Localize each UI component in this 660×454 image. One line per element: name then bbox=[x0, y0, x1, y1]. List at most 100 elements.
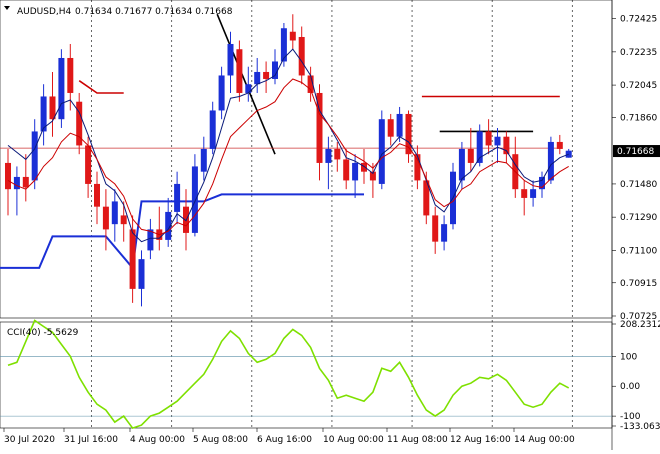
candle-body bbox=[263, 71, 270, 79]
candle[interactable] bbox=[209, 101, 216, 155]
candle[interactable] bbox=[521, 180, 528, 216]
resistance-line bbox=[78, 80, 124, 94]
candle-body bbox=[289, 31, 296, 41]
candle-body bbox=[352, 162, 359, 181]
candle[interactable] bbox=[40, 84, 47, 146]
candle[interactable] bbox=[102, 189, 109, 251]
candle[interactable] bbox=[387, 113, 394, 146]
candle[interactable] bbox=[129, 215, 136, 303]
time-tick-label: 30 Jul 2020 bbox=[4, 435, 55, 445]
candle-body bbox=[361, 162, 367, 172]
trend-line bbox=[216, 13, 276, 155]
candle[interactable] bbox=[539, 171, 545, 198]
candle-body bbox=[396, 113, 403, 137]
candle[interactable] bbox=[236, 40, 243, 102]
time-tick-label: 31 Jul 16:00 bbox=[64, 435, 118, 445]
candle[interactable] bbox=[58, 49, 65, 128]
candle-body bbox=[494, 136, 501, 146]
candle[interactable] bbox=[289, 14, 296, 50]
candle-body bbox=[245, 84, 252, 93]
candle[interactable] bbox=[307, 66, 314, 102]
candle[interactable] bbox=[263, 61, 270, 93]
candle-body bbox=[120, 215, 127, 225]
candles[interactable] bbox=[5, 14, 572, 307]
candle[interactable] bbox=[67, 43, 74, 111]
candle[interactable] bbox=[334, 141, 341, 172]
candle[interactable] bbox=[298, 26, 305, 85]
cci-tick-label: 0.00 bbox=[620, 382, 640, 392]
candle[interactable] bbox=[378, 110, 385, 190]
candle[interactable] bbox=[5, 148, 11, 216]
candle[interactable] bbox=[396, 106, 403, 142]
price-tick-label: 0.71860 bbox=[620, 113, 657, 123]
candle[interactable] bbox=[165, 197, 172, 247]
candle[interactable] bbox=[22, 154, 29, 202]
candle-body bbox=[174, 183, 181, 212]
candle[interactable] bbox=[405, 110, 412, 163]
candle[interactable] bbox=[191, 154, 198, 237]
candle[interactable] bbox=[316, 84, 323, 181]
cci-line bbox=[7, 319, 570, 430]
candle[interactable] bbox=[111, 189, 118, 242]
candle-body bbox=[129, 229, 136, 289]
candle[interactable] bbox=[254, 57, 261, 93]
moving-averages bbox=[7, 48, 569, 243]
candle[interactable] bbox=[174, 171, 181, 225]
candle-body bbox=[441, 224, 448, 242]
symbol-label: AUDUSD,H4 bbox=[17, 7, 72, 17]
candle-body bbox=[165, 211, 172, 240]
candle[interactable] bbox=[494, 127, 501, 163]
candle-body bbox=[5, 162, 11, 190]
candle[interactable] bbox=[325, 136, 332, 190]
candle[interactable] bbox=[450, 162, 456, 230]
candle-body bbox=[565, 150, 572, 158]
current-price-label: 0.71668 bbox=[617, 147, 654, 157]
candle[interactable] bbox=[547, 136, 554, 184]
cci-tick-label: -100 bbox=[620, 412, 641, 422]
time-tick-label: 11 Aug 08:00 bbox=[387, 435, 448, 445]
candle[interactable] bbox=[280, 22, 287, 67]
candle-body bbox=[85, 145, 92, 184]
candle[interactable] bbox=[120, 201, 127, 242]
cci-panel: 208.2312 100 0.00 -100-133.0638 bbox=[0, 319, 660, 432]
candle[interactable] bbox=[565, 148, 572, 158]
candle[interactable] bbox=[530, 180, 537, 207]
candle-body bbox=[539, 176, 545, 190]
candle[interactable] bbox=[218, 66, 225, 120]
candle[interactable] bbox=[94, 171, 100, 225]
candle[interactable] bbox=[432, 206, 439, 254]
current-price-tag bbox=[613, 145, 660, 158]
candle[interactable] bbox=[49, 71, 56, 137]
candle[interactable] bbox=[343, 148, 350, 190]
candle[interactable] bbox=[272, 49, 278, 85]
candle-body bbox=[227, 43, 234, 76]
candle-body bbox=[218, 75, 225, 111]
candle[interactable] bbox=[147, 218, 154, 260]
candle[interactable] bbox=[467, 127, 474, 172]
candle[interactable] bbox=[485, 119, 492, 155]
candle-body bbox=[280, 28, 287, 62]
candle-body bbox=[530, 189, 537, 198]
candle[interactable] bbox=[245, 66, 252, 102]
candle[interactable] bbox=[13, 166, 20, 216]
candle[interactable] bbox=[138, 250, 145, 307]
candle-body bbox=[147, 229, 154, 251]
candle[interactable] bbox=[200, 136, 207, 181]
candle-body bbox=[31, 131, 38, 181]
candle[interactable] bbox=[85, 136, 92, 198]
candle[interactable] bbox=[76, 92, 83, 155]
candle[interactable] bbox=[556, 134, 563, 155]
candle[interactable] bbox=[227, 31, 234, 93]
candle[interactable] bbox=[441, 215, 448, 251]
candle[interactable] bbox=[503, 131, 510, 163]
candle[interactable] bbox=[414, 145, 421, 190]
candle[interactable] bbox=[476, 124, 483, 167]
header-symbol-icon bbox=[4, 6, 10, 10]
time-tick-label: 10 Aug 00:00 bbox=[323, 435, 384, 445]
candle[interactable] bbox=[31, 119, 38, 190]
cci-tick-label: -133.0638 bbox=[620, 422, 660, 432]
candle-body bbox=[22, 176, 29, 188]
candle[interactable] bbox=[458, 141, 465, 190]
